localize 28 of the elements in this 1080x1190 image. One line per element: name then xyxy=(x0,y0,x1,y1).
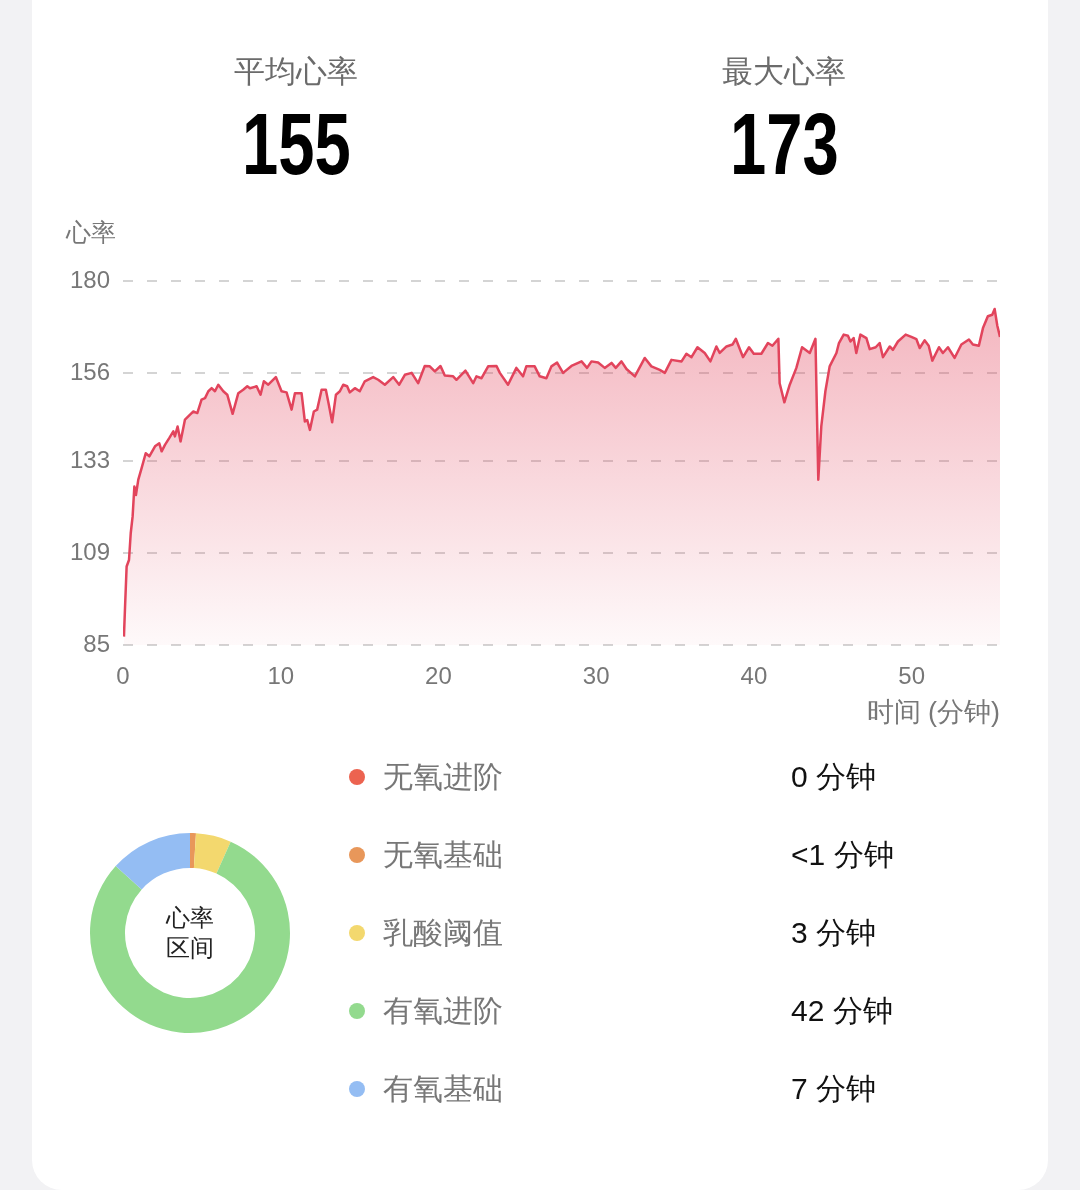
x-tick-label: 30 xyxy=(582,662,610,690)
text: 心率区间 xyxy=(165,903,215,963)
data-label: 3 分钟 xyxy=(791,914,877,951)
data-label: 155 xyxy=(241,94,351,193)
x-tick-label: 20 xyxy=(425,662,452,690)
x-tick-label: 50 xyxy=(898,662,926,690)
y-tick-label: 109 xyxy=(69,537,110,565)
x-axis-title: 时间 (分钟) xyxy=(866,697,1000,728)
legend-label: 有氧基础 xyxy=(383,1070,503,1107)
category-label: 平均心率 xyxy=(234,53,358,91)
category-label: 最大心率 xyxy=(722,53,846,91)
y-axis-title: 心率 xyxy=(66,217,116,247)
x-tick-label: 10 xyxy=(267,662,295,690)
legend-label: 有氧进阶 xyxy=(383,992,503,1029)
y-tick-label: 133 xyxy=(69,445,110,473)
y-tick-label: 156 xyxy=(69,357,110,385)
legend-label: 乳酸阈值 xyxy=(383,914,503,951)
y-tick-label: 180 xyxy=(69,266,110,294)
x-tick-label: 40 xyxy=(740,662,768,690)
data-label: 42 分钟 xyxy=(791,992,893,1029)
data-label: 173 xyxy=(729,94,839,193)
y-tick-label: 85 xyxy=(83,629,110,657)
x-tick-label: 0 xyxy=(116,662,130,690)
data-label: 7 分钟 xyxy=(791,1070,877,1107)
text: 0 分钟 xyxy=(791,759,877,793)
legend-label: 无氧进阶 xyxy=(383,758,503,795)
legend-label: 无氧基础 xyxy=(383,836,503,873)
data-label: <1 分钟 xyxy=(791,836,894,873)
